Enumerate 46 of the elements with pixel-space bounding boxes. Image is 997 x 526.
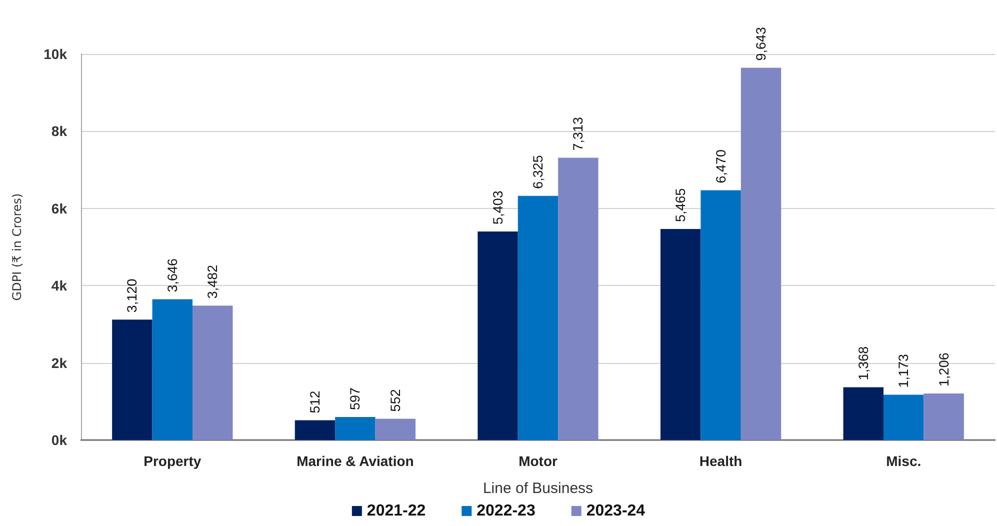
y-tick-label: 8k <box>51 123 68 140</box>
y-tick-label: 6k <box>51 200 68 216</box>
bar <box>740 68 782 440</box>
x-tick-label: Marine & Aviation <box>296 453 414 469</box>
data-label: 6,470 <box>713 149 728 184</box>
y-tick-label: 10k <box>44 46 68 62</box>
data-label: 512 <box>307 390 322 414</box>
bar <box>558 158 598 440</box>
data-label: 3,120 <box>124 278 140 313</box>
bar <box>883 394 924 440</box>
bar <box>192 306 233 440</box>
data-label: 5,403 <box>490 190 506 224</box>
data-label: 3,646 <box>164 258 180 292</box>
legend-label: 2021-22 <box>366 502 426 520</box>
data-label: 1,206 <box>936 352 952 386</box>
x-axis-title: Line of Business <box>482 480 594 497</box>
bar <box>660 229 701 440</box>
bar <box>375 418 416 440</box>
data-label: 597 <box>348 387 363 410</box>
y-tick-label: 4k <box>51 278 68 294</box>
data-label: 5,465 <box>673 188 688 222</box>
x-tick-label: Motor <box>518 453 558 469</box>
bar <box>478 231 518 440</box>
bar <box>700 190 741 440</box>
data-label: 9,643 <box>754 26 769 61</box>
bar <box>924 393 964 440</box>
y-tick-label: 2k <box>51 354 68 371</box>
y-tick-label: 0k <box>51 432 68 448</box>
bar <box>294 420 336 440</box>
bar <box>335 416 376 440</box>
bar <box>843 387 884 440</box>
bar <box>112 320 152 440</box>
legend-label: 2023-24 <box>586 502 646 520</box>
bar <box>518 196 558 440</box>
y-axis-title: GDPI (₹ in Crores) <box>10 193 24 301</box>
data-label: 1,368 <box>856 346 871 380</box>
bar <box>152 299 193 440</box>
data-label: 6,325 <box>530 155 546 189</box>
x-tick-label: Misc. <box>886 453 922 469</box>
x-tick-label: Property <box>144 453 202 469</box>
data-label: 3,482 <box>205 264 220 299</box>
data-label: 7,313 <box>570 116 586 151</box>
data-label: 1,173 <box>896 354 912 388</box>
x-tick-label: Health <box>699 453 742 469</box>
legend-label: 2022-23 <box>476 502 536 520</box>
data-label: 552 <box>388 389 403 412</box>
